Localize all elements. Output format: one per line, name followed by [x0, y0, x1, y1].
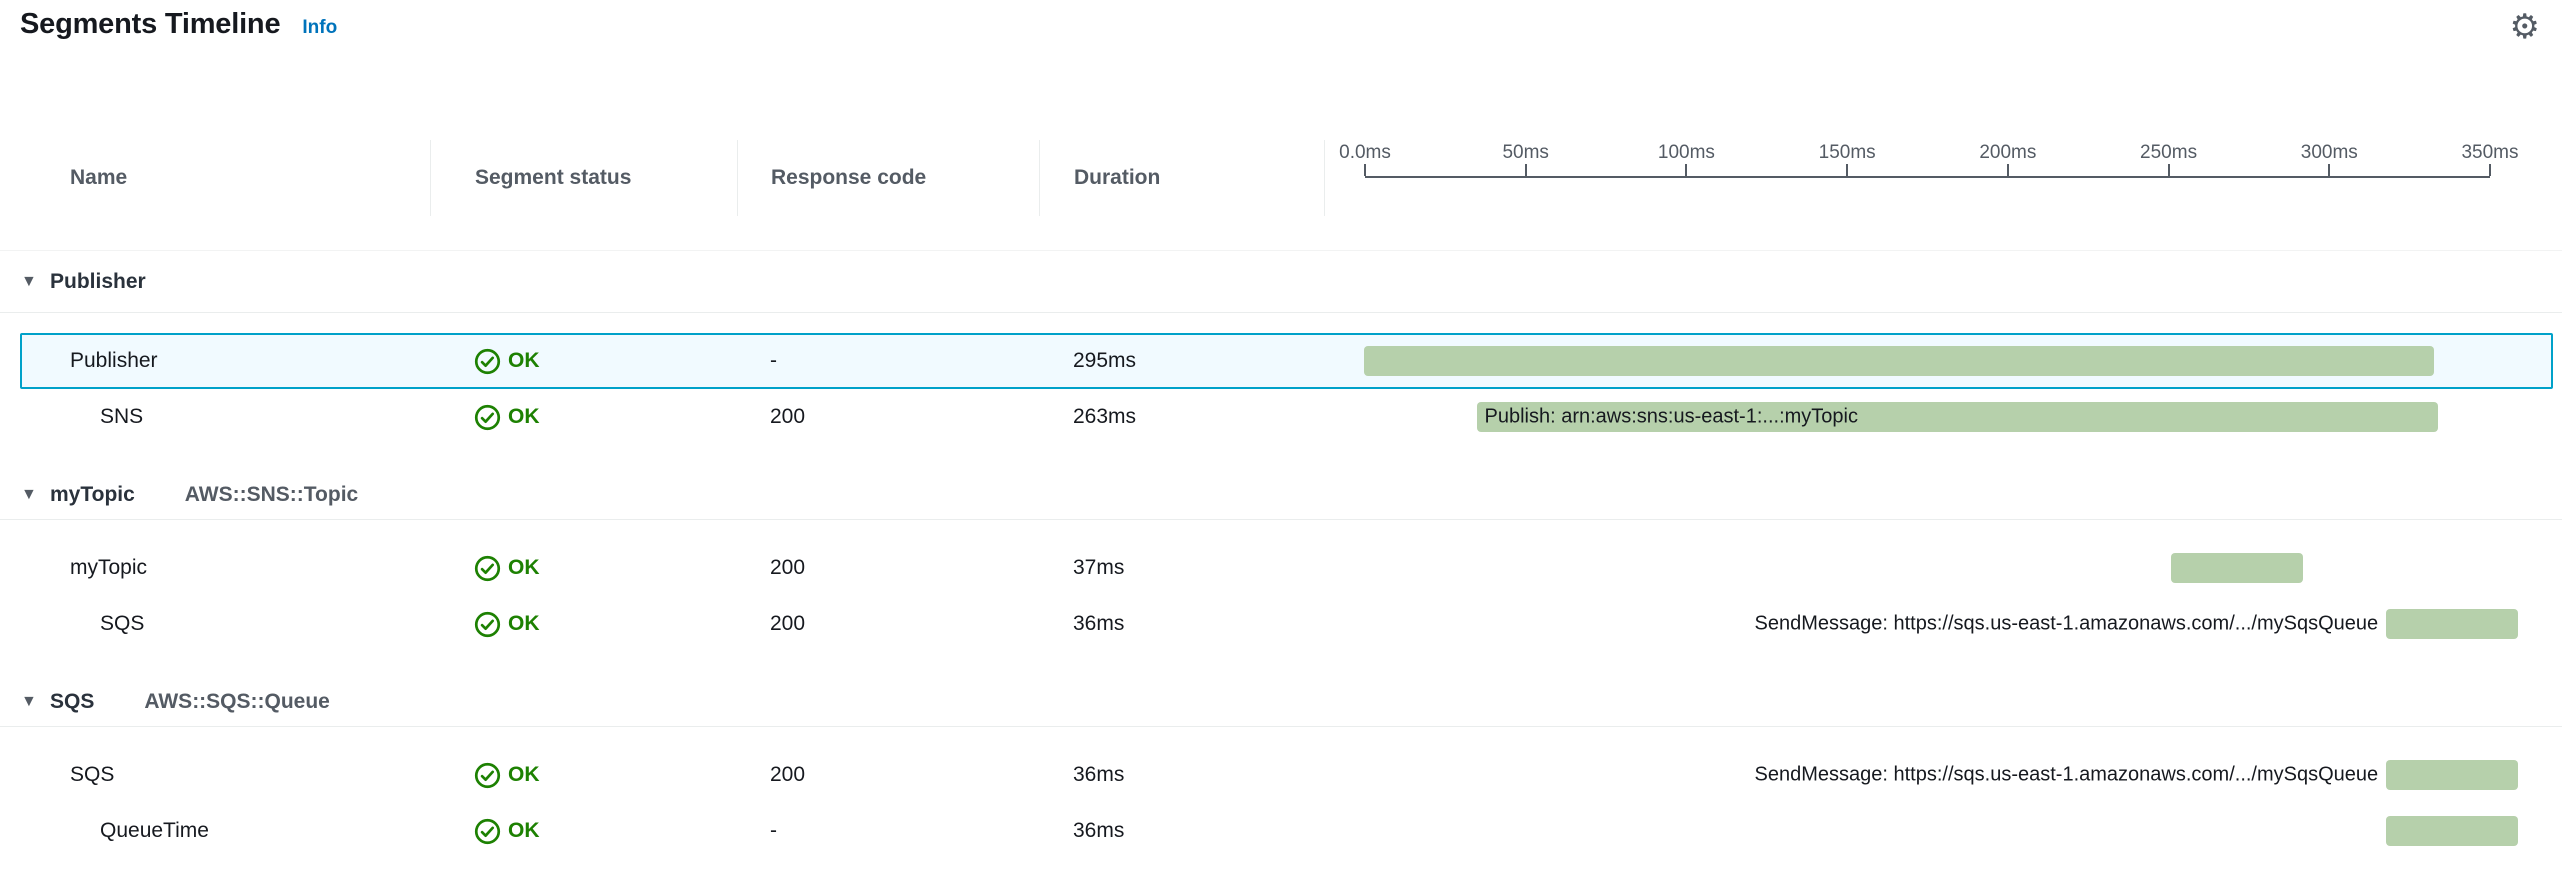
group-name: SQS [50, 690, 95, 713]
segment-row-sqs[interactable]: SQS OK 200 36ms SendMessage: https://sqs.us-… [0, 596, 2562, 652]
collapse-triangle-icon[interactable]: ▼ [21, 486, 37, 503]
status-ok-check-icon [474, 348, 501, 374]
segment-row-sns[interactable]: SNS OK 200 263ms Publish: arn:aws:sns:us-eas… [0, 389, 2562, 445]
status-label: OK [508, 556, 540, 579]
timeline-axis: 0.0ms 50ms 100ms 150ms 200ms 250ms 300ms 350ms [1325, 140, 2562, 216]
duration: 295ms [1073, 349, 1137, 372]
timeline-axis-area: 0.0ms 50ms 100ms 150ms 200ms 250ms 300ms 350ms [1324, 140, 2562, 216]
duration: 36ms [1073, 819, 1125, 842]
timeline-bar[interactable] [2170, 553, 2303, 583]
timeline-cell [1324, 540, 2562, 596]
axis-tick-label: 0.0ms [1339, 142, 1391, 163]
segment-name: SQS [70, 763, 115, 786]
segment-name: QueueTime [100, 819, 209, 842]
duration: 36ms [1073, 612, 1125, 635]
group-resource-type: AWS::SQS::Queue [144, 690, 330, 713]
status-label: OK [508, 612, 540, 635]
group-name: Publisher [50, 269, 146, 293]
segment-name: Publisher [70, 349, 158, 372]
axis-tick-label: 150ms [1818, 142, 1876, 163]
collapse-triangle-icon[interactable]: ▼ [21, 693, 37, 710]
duration: 263ms [1073, 405, 1137, 428]
response-code: 200 [770, 763, 806, 786]
status-ok-check-icon [474, 611, 501, 637]
segment-row-sqs[interactable]: SQS OK 200 36ms SendMessage: https://sqs.us-… [0, 747, 2562, 803]
timeline-cell [1324, 333, 2562, 389]
timeline-bar[interactable] [2386, 609, 2518, 639]
timeline-bar[interactable] [2386, 816, 2518, 846]
axis-tick-mark [2328, 164, 2331, 176]
segment-row-publisher[interactable]: Publisher OK - 295ms [0, 333, 2562, 389]
response-code: - [770, 349, 777, 372]
duration: 36ms [1073, 763, 1125, 786]
status-ok-check-icon [474, 818, 501, 844]
bar-label: SendMessage: https://sqs.us-east-1.amazo… [1754, 763, 2379, 786]
info-link[interactable]: Info [302, 17, 338, 38]
collapse-triangle-icon[interactable]: ▼ [21, 272, 37, 290]
segment-name: myTopic [70, 556, 148, 579]
group-name: myTopic [50, 483, 135, 506]
timeline-bar[interactable] [1364, 346, 2435, 376]
timeline-cell: SendMessage: https://sqs.us-east-1.amazo… [1324, 596, 2562, 652]
column-header-duration[interactable]: Duration [1039, 140, 1324, 216]
column-header-response-code[interactable]: Response code [737, 140, 1039, 216]
segment-status-cell: OK [430, 803, 737, 859]
group-header-publisher[interactable]: ▼ Publisher [0, 251, 2562, 313]
timeline-cell [1324, 803, 2562, 859]
segment-row-queuetime[interactable]: QueueTime OK - 36ms [0, 803, 2562, 859]
segment-status-cell: OK [430, 596, 737, 652]
axis-tick-label: 350ms [2461, 142, 2519, 163]
status-ok-check-icon [474, 762, 501, 788]
segment-status-cell: OK [430, 389, 737, 445]
axis-tick-label: 200ms [1979, 142, 2037, 163]
axis-tick-mark [1364, 164, 1366, 176]
axis-tick-mark [2167, 164, 2170, 176]
axis-tick-mark [2489, 164, 2491, 176]
timeline-cell: Publish: arn:aws:sns:us-east-1:...:myTop… [1324, 389, 2562, 445]
segment-status-cell: OK [430, 333, 737, 389]
axis-tick-mark [1524, 164, 1527, 176]
status-label: OK [508, 819, 540, 842]
response-code: 200 [770, 405, 806, 428]
bar-label: SendMessage: https://sqs.us-east-1.amazo… [1754, 612, 2379, 635]
column-header-segment-status[interactable]: Segment status [430, 140, 737, 216]
timeline-bar[interactable]: Publish: arn:aws:sns:us-east-1:...:myTop… [1476, 402, 2438, 432]
axis-tick-mark [1846, 164, 1849, 176]
table-header-row: Name Segment status Response code Durati… [0, 140, 2562, 216]
response-code: 200 [770, 556, 806, 579]
page-title: Segments Timeline [20, 8, 281, 40]
group-header-mytopic[interactable]: ▼ myTopic AWS::SNS::Topic [0, 471, 2562, 520]
segments-table-body: ▼ Publisher Publisher OK - 295ms SNS OK 200 263ms… [0, 250, 2562, 859]
axis-tick-label: 50ms [1502, 142, 1549, 163]
status-label: OK [508, 405, 540, 428]
group-header-sqs[interactable]: ▼ SQS AWS::SQS::Queue [0, 678, 2562, 727]
timeline-bar[interactable] [2386, 760, 2518, 790]
axis-tick-label: 300ms [2300, 142, 2358, 163]
segment-name: SQS [100, 612, 145, 635]
axis-ruler-line [1365, 176, 2490, 178]
status-ok-check-icon [474, 555, 501, 581]
axis-tick-label: 100ms [1657, 142, 1715, 163]
status-ok-check-icon [474, 404, 501, 430]
status-label: OK [508, 763, 540, 786]
title-bar: Segments Timeline Info [20, 8, 2542, 41]
segment-row-mytopic[interactable]: myTopic OK 200 37ms [0, 540, 2562, 596]
status-label: OK [508, 349, 540, 372]
settings-gear-icon[interactable]: ⚙ [2509, 8, 2540, 46]
duration: 37ms [1073, 556, 1125, 579]
axis-tick-label: 250ms [2140, 142, 2198, 163]
segment-name: SNS [100, 405, 144, 428]
group-resource-type: AWS::SNS::Topic [184, 483, 359, 506]
column-header-name[interactable]: Name [70, 166, 128, 189]
axis-tick-mark [2006, 164, 2009, 176]
segment-status-cell: OK [430, 540, 737, 596]
response-code: - [770, 819, 777, 842]
segment-status-cell: OK [430, 747, 737, 803]
response-code: 200 [770, 612, 806, 635]
axis-tick-mark [1685, 164, 1688, 176]
timeline-cell: SendMessage: https://sqs.us-east-1.amazo… [1324, 747, 2562, 803]
bar-label: Publish: arn:aws:sns:us-east-1:...:myTop… [1484, 405, 1858, 428]
